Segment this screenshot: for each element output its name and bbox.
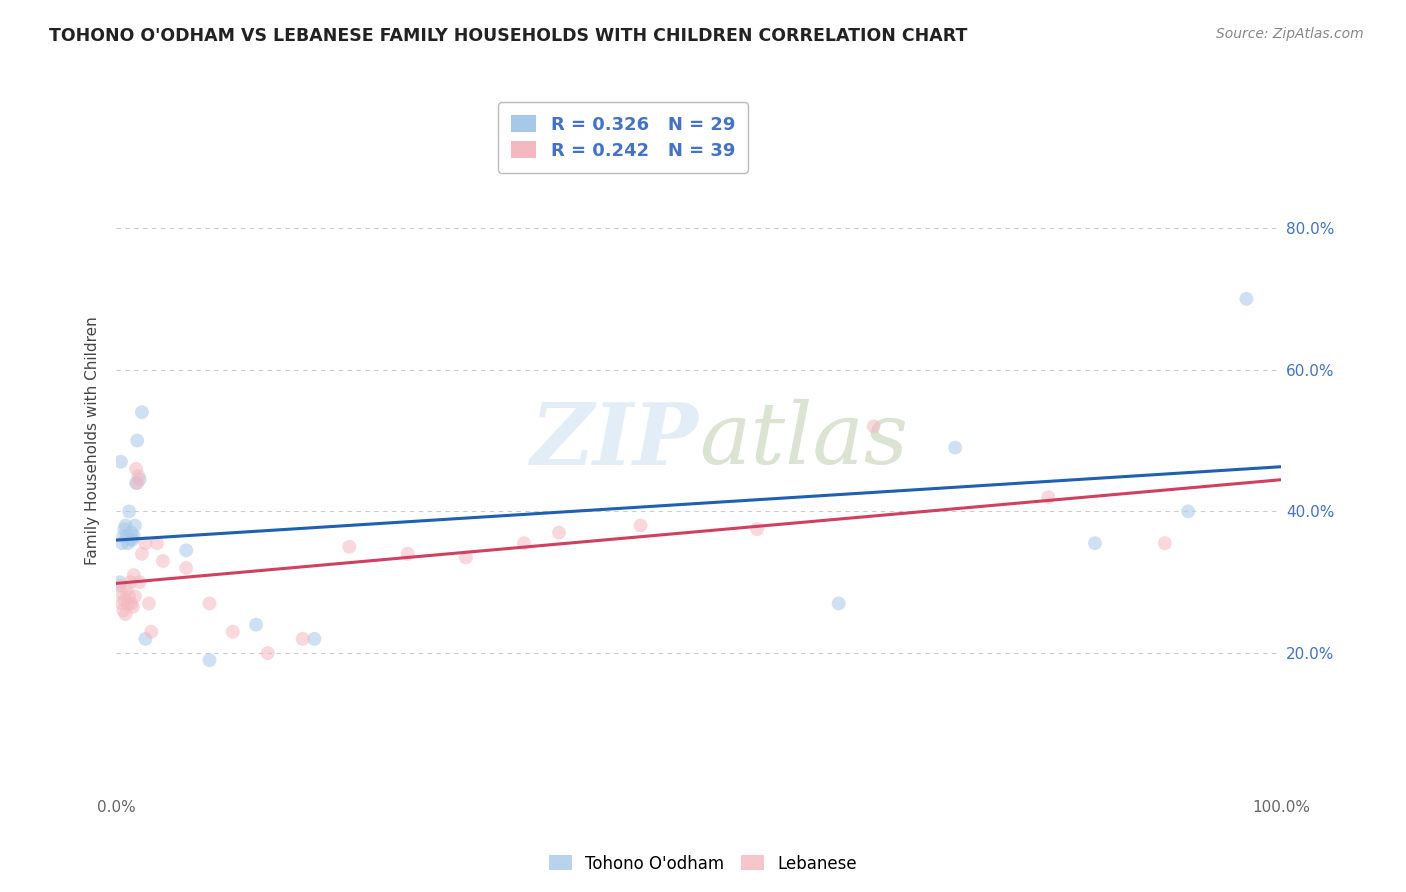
Point [120,575,142,590]
Point [124,518,146,533]
Point [304,632,326,646]
Point [124,590,146,604]
Point [112,522,135,536]
Point [1154,536,1177,550]
Point [127,476,149,491]
Legend: R = 0.326   N = 29, R = 0.242   N = 39: R = 0.326 N = 29, R = 0.242 N = 39 [498,103,748,172]
Point [112,529,135,543]
Point [121,533,143,547]
Point [513,536,536,550]
Point [198,653,221,667]
Point [548,525,571,540]
Point [122,568,145,582]
Point [827,597,849,611]
Point [108,579,131,593]
Point [112,603,135,617]
Point [112,593,135,607]
Point [118,504,141,518]
Point [943,441,966,455]
Point [134,632,156,646]
Point [120,533,142,547]
Point [115,582,138,597]
Text: ZIP: ZIP [531,399,699,483]
Point [114,607,136,621]
Point [121,599,143,614]
Point [138,597,160,611]
Point [222,624,245,639]
Point [118,590,141,604]
Point [1236,292,1258,306]
Point [125,476,148,491]
Point [256,646,278,660]
Point [152,554,174,568]
Point [1084,536,1107,550]
Point [127,469,149,483]
Point [125,462,148,476]
Point [1177,504,1199,518]
Point [110,455,132,469]
Point [454,550,477,565]
Point [245,617,267,632]
Legend: Tohono O'odham, Lebanese: Tohono O'odham, Lebanese [541,848,865,880]
Point [117,597,139,611]
Point [291,632,314,646]
Point [1038,490,1060,504]
Point [127,434,149,448]
Point [198,597,221,611]
Point [141,624,163,639]
Point [111,536,134,550]
Point [396,547,419,561]
Point [114,518,136,533]
Text: Source: ZipAtlas.com: Source: ZipAtlas.com [1216,27,1364,41]
Point [117,536,139,550]
Point [110,586,132,600]
Point [122,529,145,543]
Text: atlas: atlas [699,400,908,482]
Point [337,540,360,554]
Point [131,405,153,419]
Point [108,575,131,590]
Point [630,518,652,533]
Point [128,473,150,487]
Point [134,536,156,550]
Point [131,547,153,561]
Point [146,536,169,550]
Point [120,597,142,611]
Point [115,529,138,543]
Point [128,575,150,590]
Point [120,525,142,540]
Point [174,543,197,558]
Point [174,561,197,575]
Point [111,597,134,611]
Text: TOHONO O'ODHAM VS LEBANESE FAMILY HOUSEHOLDS WITH CHILDREN CORRELATION CHART: TOHONO O'ODHAM VS LEBANESE FAMILY HOUSEH… [49,27,967,45]
Point [745,522,768,536]
Y-axis label: Family Households with Children: Family Households with Children [86,316,100,565]
Point [862,419,884,434]
